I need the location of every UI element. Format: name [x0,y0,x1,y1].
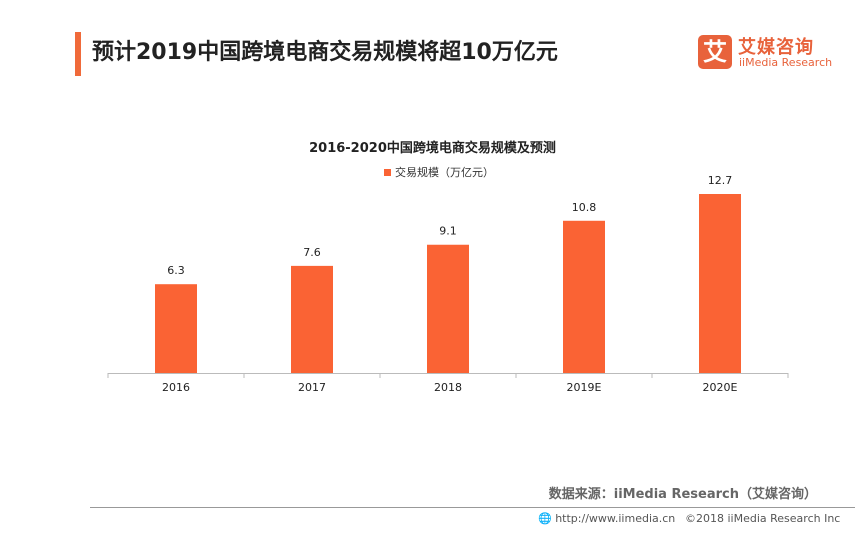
globe-icon: 🌐 [538,512,552,525]
logo-text-en: iiMedia Research [739,56,833,69]
bar [427,244,469,373]
legend-label: 交易规模（万亿元） [395,166,494,179]
page-title: 预计2019中国跨境电商交易规模将超10万亿元 [92,40,558,65]
legend: 交易规模（万亿元） [384,164,494,180]
data-source: 数据来源：iiMedia Research（艾媒咨询） [548,487,817,502]
x-tick-label: 2016 [162,381,190,394]
title-accent-bar [75,32,81,76]
x-tick-label: 2017 [298,381,326,394]
x-tick-label: 2018 [434,381,462,394]
x-tick-label: 2020E [703,381,738,394]
footer-url-text: http://www.iimedia.cn [555,512,676,525]
data-label: 6.3 [167,264,185,277]
legend-swatch [384,168,391,176]
data-label: 10.8 [572,201,597,214]
logo-icon: 艾 [698,35,732,69]
footer-copyright: ©2018 iiMedia Research Inc [685,512,841,525]
bar [155,284,197,373]
data-label: 12.7 [708,174,733,187]
footer-divider [90,507,855,508]
logo-text-cn: 艾媒咨询 [738,37,814,58]
bar [699,194,741,373]
footer-url[interactable]: 🌐 http://www.iimedia.cn [538,512,675,525]
bar [563,220,605,373]
data-label: 7.6 [303,246,321,259]
data-label: 9.1 [439,225,457,238]
chart-title: 2016-2020中国跨境电商交易规模及预测 [309,141,556,156]
x-tick-label: 2019E [567,381,602,394]
bar [291,265,333,373]
